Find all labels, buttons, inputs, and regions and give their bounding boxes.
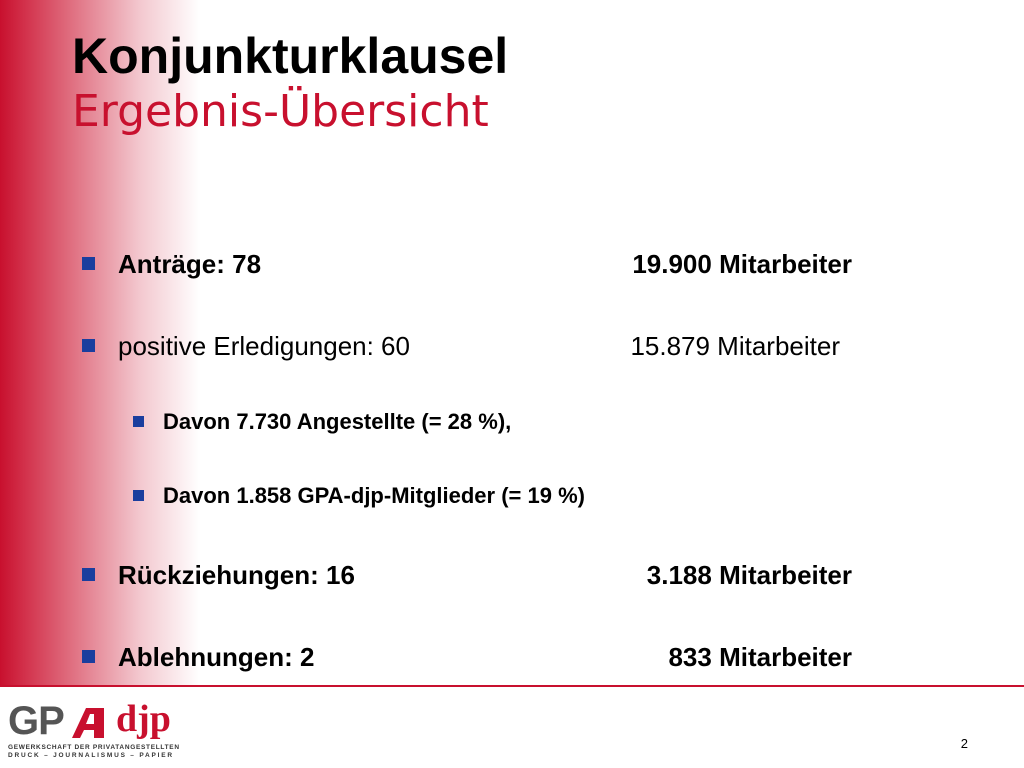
square-bullet-icon xyxy=(82,568,95,581)
gpa-djp-logo: GP djp GEWERKSCHAFT DER PRIVATANGESTELLT… xyxy=(8,698,179,762)
item-label: Rückziehungen: 16 xyxy=(118,560,355,590)
logo-a-icon xyxy=(72,708,104,738)
bullet-item-rueckziehungen: Rückziehungen: 16 3.188 Mitarbeiter xyxy=(0,560,1024,590)
item-value: 15.879 Mitarbeiter xyxy=(630,331,840,361)
page-number: 2 xyxy=(960,736,968,751)
item-value: 19.900 Mitarbeiter xyxy=(632,249,852,279)
bullet-item-antraege: Anträge: 78 19.900 Mitarbeiter xyxy=(0,249,1024,279)
sub-bullet-item-angestellte: Davon 7.730 Angestellte (= 28 %), xyxy=(0,409,1024,435)
slide-title: Konjunkturklausel xyxy=(72,28,509,84)
logo-tagline-1: GEWERKSCHAFT DER PRIVATANGESTELLTEN xyxy=(8,744,180,751)
item-value: 833 Mitarbeiter xyxy=(668,642,852,672)
logo-tagline-2: DRUCK – JOURNALISMUS – PAPIER xyxy=(8,752,174,759)
slide-subtitle: Ergebnis-Übersicht xyxy=(72,86,489,137)
logo-gp-text: GP xyxy=(8,699,65,743)
item-label: Anträge: 78 xyxy=(118,249,262,279)
square-bullet-icon xyxy=(82,339,95,352)
square-bullet-icon xyxy=(133,490,144,501)
side-gradient-bar xyxy=(0,0,200,686)
square-bullet-icon xyxy=(133,416,144,427)
item-label: positive Erledigungen: 60 xyxy=(118,331,410,361)
bullet-item-positive-erledigungen: positive Erledigungen: 60 15.879 Mitarbe… xyxy=(0,331,1024,361)
square-bullet-icon xyxy=(82,257,95,270)
footer-divider xyxy=(0,685,1024,687)
bullet-item-ablehnungen: Ablehnungen: 2 833 Mitarbeiter xyxy=(0,642,1024,672)
square-bullet-icon xyxy=(82,650,95,663)
item-label: Ablehnungen: 2 xyxy=(118,642,315,672)
sub-bullet-item-mitglieder: Davon 1.858 GPA-djp-Mitglieder (= 19 %) xyxy=(0,483,1024,509)
logo-djp-text: djp xyxy=(116,698,171,740)
item-value: 3.188 Mitarbeiter xyxy=(646,560,852,590)
item-label: Davon 1.858 GPA-djp-Mitglieder (= 19 %) xyxy=(163,483,585,508)
item-label: Davon 7.730 Angestellte (= 28 %), xyxy=(163,409,512,434)
